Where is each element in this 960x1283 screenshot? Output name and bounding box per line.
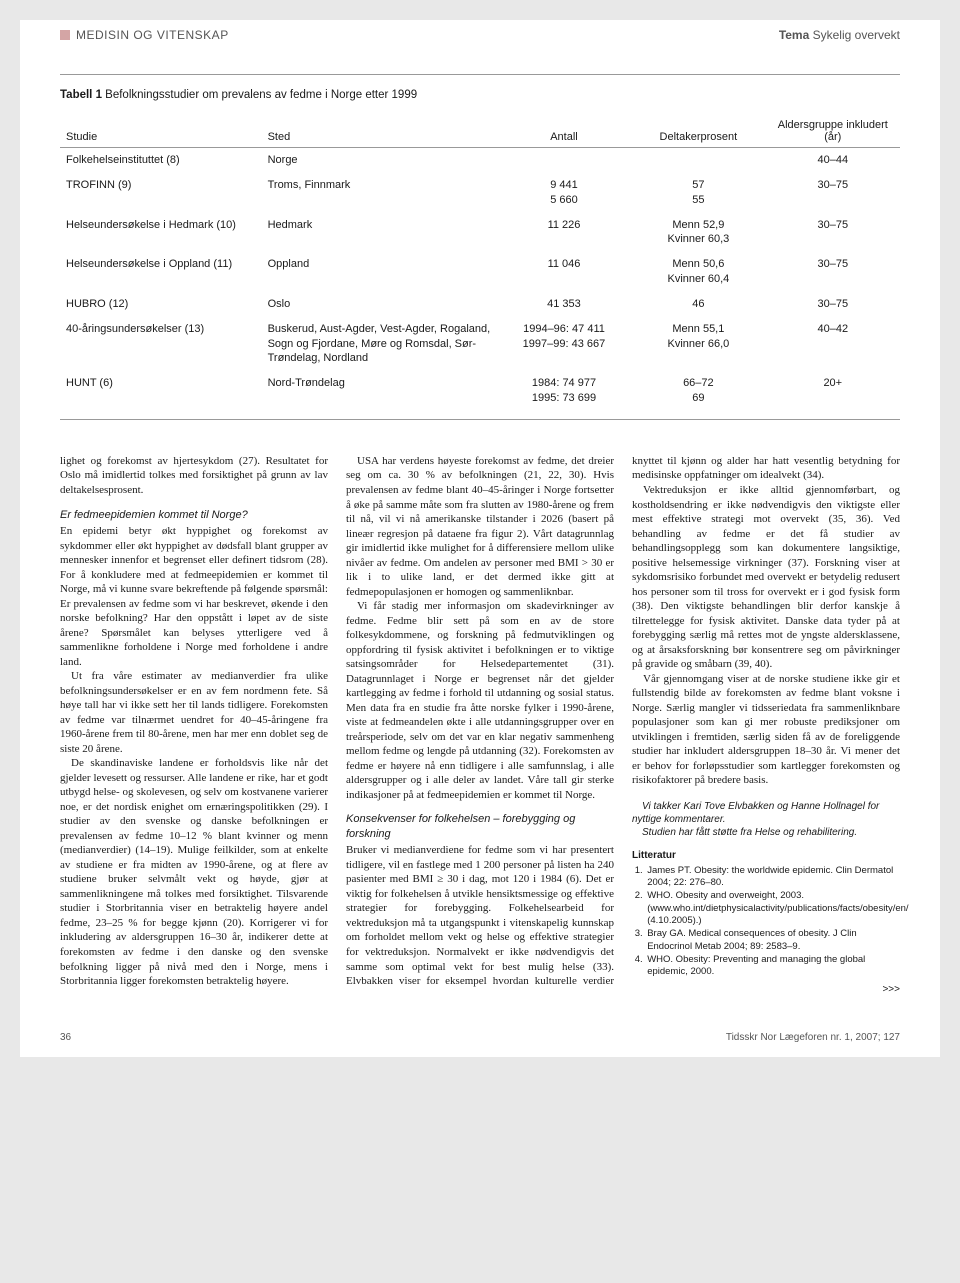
para-fedme-3: De skandinaviske landene er forholdsvis … [60,756,328,988]
table-cell: Nord-Trøndelag [262,371,497,411]
para-kons-3: Vår gjennomgang viser at de norske studi… [632,672,900,788]
reference-item: Bray GA. Medical consequences of obesity… [645,928,900,953]
acknowledgement-1: Vi takker Kari Tove Elvbakken og Hanne H… [632,800,900,826]
references-list: James PT. Obesity: the worldwide epidemi… [632,865,900,979]
page-footer: 36 Tidsskr Nor Lægeforen nr. 1, 2007; 12… [20,1026,940,1057]
table-cell: 1994–96: 47 4111997–99: 43 667 [497,317,631,372]
heading-fedme: Er fedmeepidemien kommet til Norge? [60,508,328,523]
table-row: HUNT (6)Nord-Trøndelag1984: 74 9771995: … [60,371,900,411]
table-cell: Hedmark [262,213,497,253]
table-caption: Tabell 1 Befolkningsstudier om prevalens… [60,89,900,101]
table-1: Tabell 1 Befolkningsstudier om prevalens… [60,74,900,420]
table-row: TROFINN (9)Troms, Finnmark9 4415 6605755… [60,173,900,213]
table-cell: TROFINN (9) [60,173,262,213]
col-studie: Studie [60,115,262,148]
para-fedme-2: Ut fra våre estimater av medianverdier f… [60,669,328,756]
table-row: 40-åringsundersøkelser (13)Buskerud, Aus… [60,317,900,372]
table-cell: 11 226 [497,213,631,253]
header-left: MEDISIN OG VITENSKAP [60,28,229,42]
para-kons-2: Vektreduksjon er ikke alltid gjennomførb… [632,483,900,672]
para-fedme-5: Vi får stadig mer informasjon om skadevi… [346,599,614,802]
literature-heading: Litteratur [632,849,900,862]
table-cell: Menn 50,6Kvinner 60,4 [631,252,765,292]
table-cell: Helseundersøkelse i Oppland (11) [60,252,262,292]
acknowledgement-2: Studien har fått støtte fra Helse og reh… [632,826,900,839]
table-cell: Buskerud, Aust-Agder, Vest-Agder, Rogala… [262,317,497,372]
table-caption-text: Befolkningsstudier om prevalens av fedme… [105,89,417,101]
col-deltaker: Deltakerprosent [631,115,765,148]
continuation-marker: >>> [632,983,900,996]
page-number: 36 [60,1032,71,1043]
col-antall: Antall [497,115,631,148]
table-cell: HUBRO (12) [60,292,262,317]
page-header: MEDISIN OG VITENSKAP Tema Sykelig overve… [20,20,940,50]
para-fedme-1: En epidemi betyr økt hyppighet og foreko… [60,524,328,669]
theme-name: Sykelig overvekt [813,28,900,42]
reference-item: James PT. Obesity: the worldwide epidemi… [645,865,900,890]
heading-kons: Konsekvenser for folkehelsen – forebyggi… [346,812,614,841]
table-cell: HUNT (6) [60,371,262,411]
table-row: Folkehelseinstituttet (8)Norge 40–44 [60,148,900,173]
table-cell: 40–44 [766,148,900,173]
table-cell: 66–7269 [631,371,765,411]
data-table: Studie Sted Antall Deltakerprosent Alder… [60,115,900,411]
table-cell: 1984: 74 9771995: 73 699 [497,371,631,411]
table-row: Helseundersøkelse i Hedmark (10)Hedmark1… [60,213,900,253]
table-caption-label: Tabell 1 [60,89,102,101]
table-cell: Oslo [262,292,497,317]
table-cell: 20+ [766,371,900,411]
intro-paragraph: lighet og forekomst av hjertesykdom (27)… [60,454,328,498]
reference-item: WHO. Obesity: Preventing and managing th… [645,954,900,979]
body-columns: lighet og forekomst av hjertesykdom (27)… [60,454,900,996]
table-cell: Oppland [262,252,497,292]
table-cell: 30–75 [766,213,900,253]
reference-item: WHO. Obesity and overweight, 2003. (www.… [645,890,900,927]
table-row: Helseundersøkelse i Oppland (11)Oppland1… [60,252,900,292]
para-fedme-4: USA har verdens høyeste forekomst av fed… [346,454,614,599]
table-cell: Folkehelseinstituttet (8) [60,148,262,173]
table-cell: 11 046 [497,252,631,292]
table-cell: 46 [631,292,765,317]
table-cell: 9 4415 660 [497,173,631,213]
table-cell: 41 353 [497,292,631,317]
table-cell: 5755 [631,173,765,213]
table-cell [497,148,631,173]
table-cell: 30–75 [766,252,900,292]
table-cell: Helseundersøkelse i Hedmark (10) [60,213,262,253]
table-cell [631,148,765,173]
table-cell: Menn 52,9Kvinner 60,3 [631,213,765,253]
col-alder: Aldersgruppe inkludert (år) [766,115,900,148]
table-cell: 40-åringsundersøkelser (13) [60,317,262,372]
table-cell: Menn 55,1Kvinner 66,0 [631,317,765,372]
table-cell: 30–75 [766,173,900,213]
table-cell: Troms, Finnmark [262,173,497,213]
section-label: MEDISIN OG VITENSKAP [76,28,229,42]
table-cell: 40–42 [766,317,900,372]
col-sted: Sted [262,115,497,148]
table-cell: 30–75 [766,292,900,317]
journal-citation: Tidsskr Nor Lægeforen nr. 1, 2007; 127 [726,1032,900,1043]
table-cell: Norge [262,148,497,173]
header-right: Tema Sykelig overvekt [779,28,900,42]
theme-prefix: Tema [779,28,809,42]
table-row: HUBRO (12)Oslo41 3534630–75 [60,292,900,317]
section-marker-icon [60,30,70,40]
